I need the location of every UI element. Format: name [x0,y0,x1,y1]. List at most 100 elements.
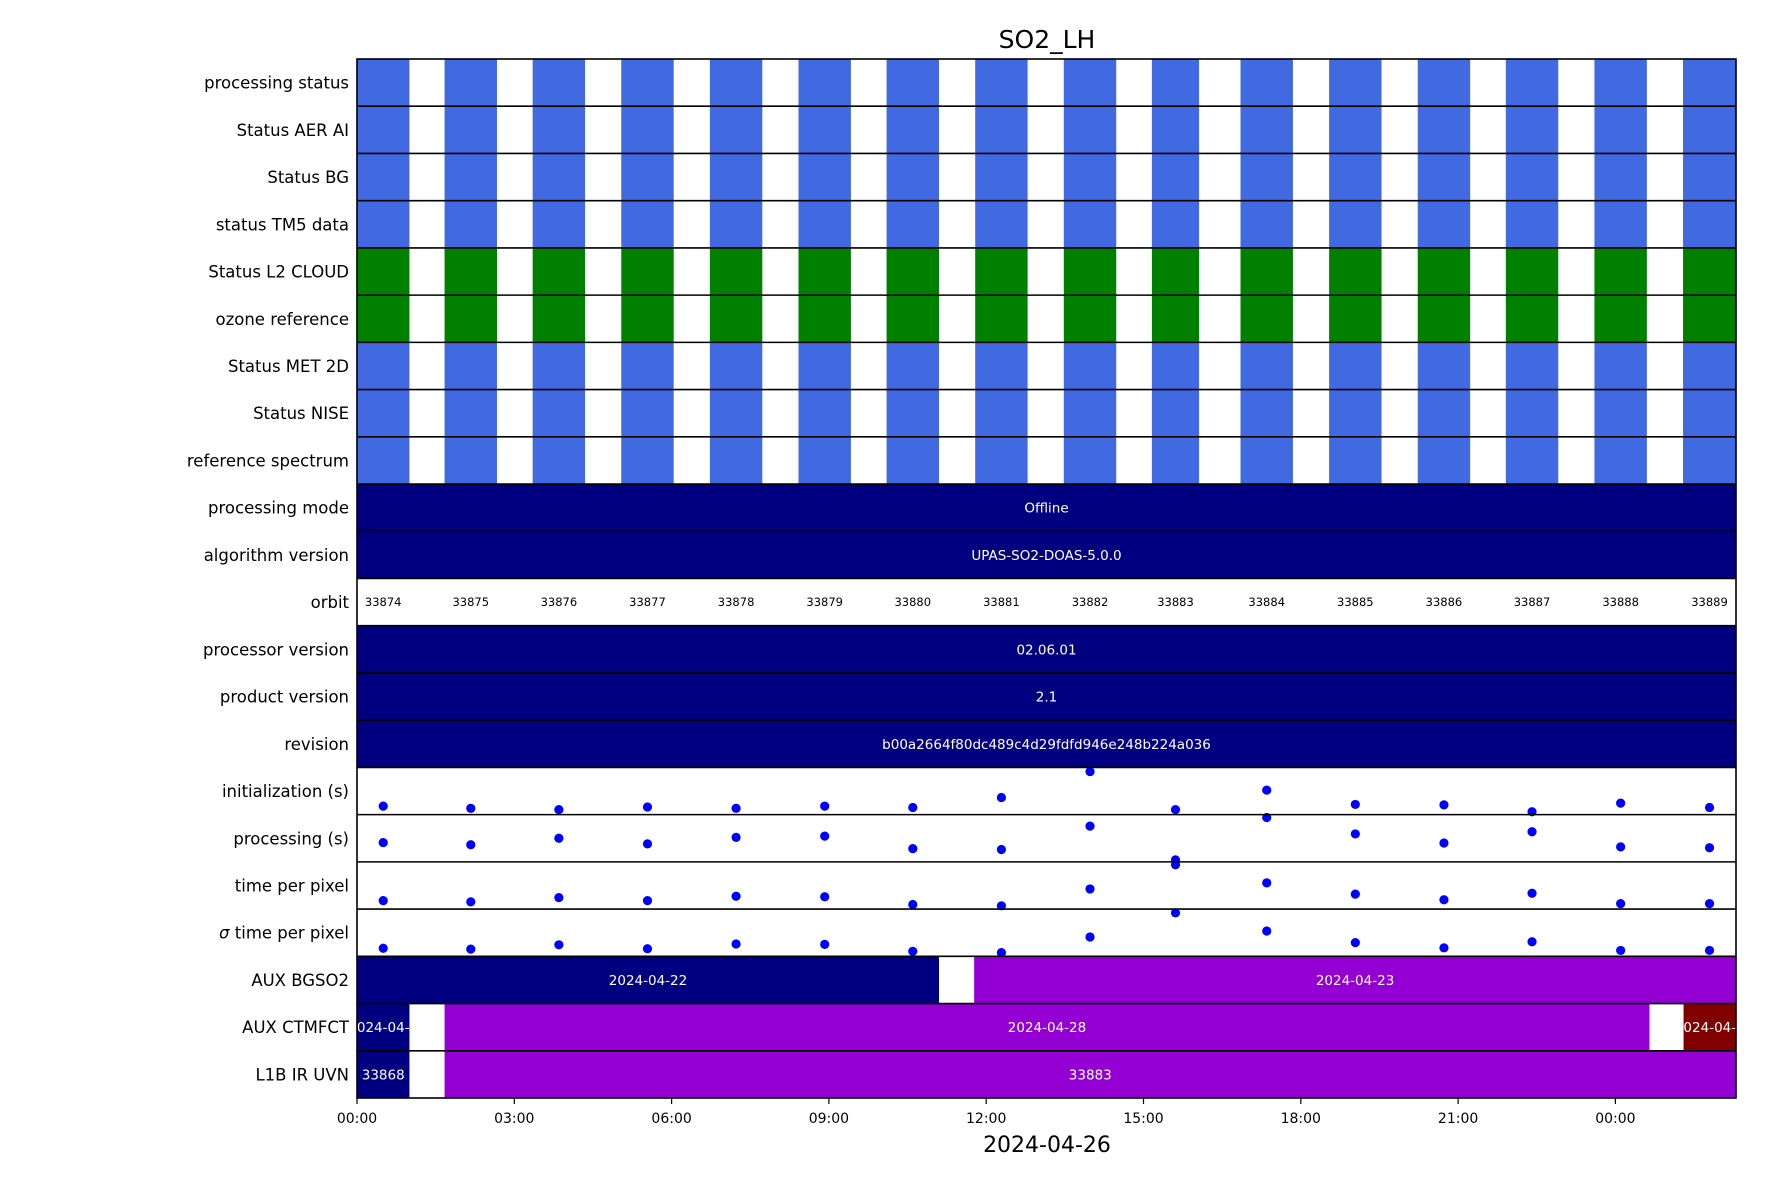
data-point [996,901,1007,911]
data-point [466,803,476,813]
data-point [554,892,564,903]
status-bar [357,200,410,248]
status-bar [886,106,940,154]
status-bar [1329,59,1382,107]
data-point [731,939,741,949]
segment-label: b00a2664f80dc489c4d29fdfd946e248b224a036 [882,737,1211,753]
status-bar [444,153,497,201]
status-bar [621,247,674,296]
x-tick-label: 12:00 [966,1111,1006,1127]
status-bar [1240,342,1293,390]
status-bar [1329,153,1382,201]
status-bar [975,436,1028,485]
status-bar [1063,295,1117,343]
status-bar [357,153,410,201]
status-bar [798,247,851,296]
status-bar [1063,247,1117,296]
status-bar [1417,106,1471,154]
data-point [1704,802,1715,813]
status-bar [1329,200,1382,248]
data-point [1704,899,1715,909]
status-bar [886,389,940,437]
status-bar [1417,342,1471,390]
data-point [642,839,653,849]
segment-bar [357,956,940,1004]
segment-label: 33868 [362,1067,405,1083]
orbit-number: 33877 [629,595,666,609]
status-bar [975,59,1028,107]
status-bar [621,106,674,154]
status-bar [1594,59,1647,107]
status-bar [1240,389,1293,437]
data-point [996,844,1007,855]
segment-bar [357,1050,410,1098]
data-point [1170,908,1181,918]
data-point [820,939,830,949]
status-bar [798,342,851,390]
data-point [1350,889,1360,899]
data-point [731,803,741,813]
row-label: algorithm version [204,546,349,565]
status-bar [798,59,851,107]
data-point [378,943,388,953]
data-point [1616,899,1626,909]
status-bar [357,106,410,154]
status-bar [532,389,586,437]
data-point [1527,827,1537,837]
status-bar [798,106,851,154]
orbit-number: 33881 [983,595,1020,609]
status-bar [1329,106,1382,154]
status-bar [798,153,851,201]
data-point [378,801,388,811]
status-bar [886,200,940,248]
status-bar [621,59,674,107]
status-bar [1063,389,1117,437]
data-point [554,833,564,843]
segment-label: 2.1 [1036,690,1057,706]
row-label: initialization (s) [222,782,349,801]
status-bar [444,200,497,248]
x-tick-label: 00:00 [337,1111,377,1127]
x-tick-label: 06:00 [651,1111,691,1127]
status-bar [886,153,940,201]
orbit-number: 33885 [1337,595,1374,609]
status-bar [1505,342,1559,390]
status-bar [1505,247,1559,296]
status-bar [532,106,586,154]
status-bar [975,342,1028,390]
row-label: Status NISE [253,404,349,423]
status-bar [1594,295,1647,343]
status-bar [709,200,763,248]
row-label: processing (s) [233,829,349,848]
orbit-number: 33882 [1072,595,1109,609]
status-bar [709,247,763,296]
status-bar [1063,59,1117,107]
status-bar [444,295,497,343]
row-dividers [356,58,1737,1099]
segment-label: 2024-04-28 [1008,1020,1086,1036]
data-point [996,792,1007,803]
status-bar [1505,389,1559,437]
data-point [466,897,476,907]
status-bar [532,247,586,296]
orbit-number: 33876 [541,595,578,609]
segment-label: 2024-04-2 [348,1020,418,1036]
data-point [820,892,830,902]
data-point [554,940,564,950]
status-bar [709,295,763,343]
row-bars [357,59,1737,1098]
data-point [1350,829,1360,839]
status-bar [975,247,1028,296]
data-point [1527,937,1537,947]
data-point [1262,878,1272,888]
orbit-number: 33887 [1514,595,1551,609]
x-tick-label: 18:00 [1281,1111,1321,1127]
status-bar [357,247,410,296]
orbit-number: 33883 [1157,595,1194,609]
status-bar [709,59,763,107]
status-bar [532,295,586,343]
status-bar [621,153,674,201]
status-bar [975,153,1028,201]
